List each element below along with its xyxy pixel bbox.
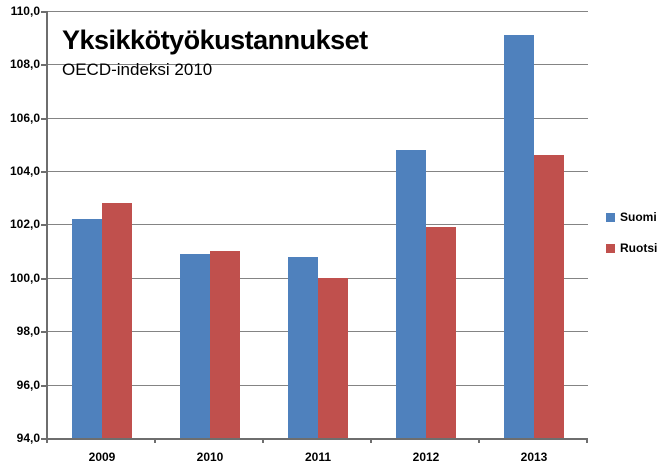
x-axis-label: 2012 — [412, 450, 440, 464]
bar-suomi-2009 — [72, 219, 102, 438]
legend: Suomi Ruotsi — [606, 211, 657, 273]
legend-swatch-icon — [606, 212, 615, 222]
bar-suomi-2010 — [180, 254, 210, 438]
chart-subtitle: OECD-indeksi 2010 — [62, 60, 213, 79]
y-axis-label: 110,0 — [10, 4, 40, 18]
x-axis-label: 2009 — [88, 450, 116, 464]
bar-group-2013 — [480, 11, 588, 438]
y-axis-label: 96,0 — [16, 378, 40, 392]
legend-item-suomi: Suomi — [606, 211, 657, 223]
bar-ruotsi-2009 — [102, 203, 132, 438]
gridline — [48, 118, 588, 119]
gridline — [48, 224, 588, 225]
y-axis-label: 94,0 — [16, 431, 40, 445]
bar-ruotsi-2011 — [318, 278, 348, 438]
y-tick-mark — [41, 64, 48, 66]
gridline — [48, 11, 588, 12]
bar-suomi-2012 — [396, 150, 426, 438]
y-tick-mark — [41, 278, 48, 280]
title-block: Yksikkötyökustannukset OECD-indeksi 2010 — [62, 25, 368, 80]
bar-group-2010 — [156, 11, 264, 438]
bar-ruotsi-2010 — [210, 251, 240, 438]
y-axis-label: 98,0 — [16, 324, 40, 338]
y-axis-label: 104,0 — [9, 164, 40, 178]
bar-suomi-2011 — [288, 257, 318, 438]
bar-group-2009 — [48, 11, 156, 438]
y-axis-label: 108,0 — [9, 57, 40, 71]
plot-area — [46, 11, 588, 440]
y-tick-mark — [41, 118, 48, 120]
y-tick-mark — [41, 11, 48, 13]
gridline — [48, 64, 588, 65]
bar-ruotsi-2013 — [534, 155, 564, 438]
x-axis-label: 2010 — [196, 450, 224, 464]
x-tick-mark — [586, 438, 588, 443]
bar-group-2012 — [372, 11, 480, 438]
y-tick-mark — [41, 331, 48, 333]
bar-suomi-2013 — [504, 35, 534, 438]
x-axis-label: 2013 — [520, 450, 548, 464]
legend-swatch-icon — [606, 243, 615, 253]
bar-group-2011 — [264, 11, 372, 438]
y-axis-label: 100,0 — [9, 271, 40, 285]
x-tick-mark — [46, 438, 48, 443]
chart-title: Yksikkötyökustannukset — [62, 25, 368, 55]
y-tick-mark — [41, 385, 48, 387]
legend-label: Ruotsi — [620, 241, 658, 255]
y-tick-mark — [41, 224, 48, 226]
x-tick-mark — [154, 438, 156, 443]
y-tick-mark — [41, 438, 48, 440]
y-axis-label: 106,0 — [9, 111, 40, 125]
y-tick-mark — [41, 171, 48, 173]
x-tick-mark — [478, 438, 480, 443]
x-axis-label: 2011 — [304, 450, 332, 464]
x-tick-mark — [370, 438, 372, 443]
legend-item-ruotsi: Ruotsi — [606, 242, 657, 254]
legend-label: Suomi — [620, 210, 657, 224]
y-axis-label: 102,0 — [9, 217, 40, 231]
gridline — [48, 171, 588, 172]
bar-ruotsi-2012 — [426, 227, 456, 438]
x-tick-mark — [262, 438, 264, 443]
